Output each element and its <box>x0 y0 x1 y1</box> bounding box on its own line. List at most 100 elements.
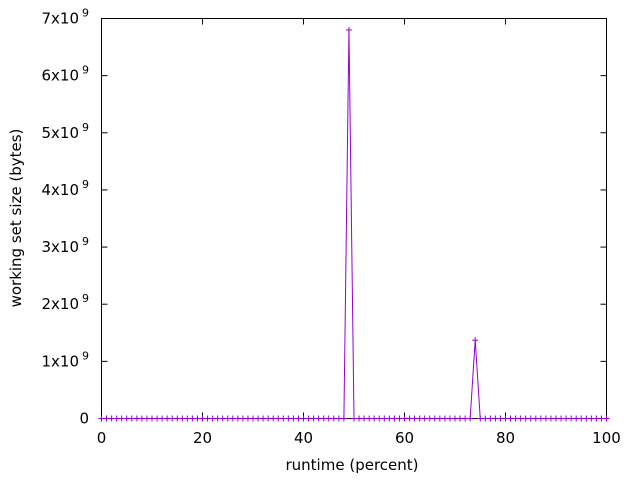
data-point-marker <box>431 415 438 422</box>
data-point-marker <box>401 415 408 422</box>
y-axis-label: working set size (bytes) <box>7 129 25 308</box>
data-point-marker <box>537 415 544 422</box>
data-point-marker <box>138 415 145 422</box>
data-point-marker <box>194 415 201 422</box>
y-tick-label: 4x10 9 <box>41 178 89 199</box>
data-point-marker <box>522 415 529 422</box>
data-point-marker <box>573 415 580 422</box>
data-point-marker <box>270 415 277 422</box>
y-tick-label: 1x10 9 <box>41 349 89 370</box>
data-point-marker <box>492 415 499 422</box>
data-point-marker <box>593 415 600 422</box>
data-point-marker <box>568 415 575 422</box>
data-point-marker <box>416 415 423 422</box>
data-point-marker <box>391 415 398 422</box>
data-point-marker <box>285 415 292 422</box>
data-point-marker <box>179 415 186 422</box>
data-point-marker <box>169 415 176 422</box>
x-tick-label: 100 <box>592 429 621 447</box>
data-point-marker <box>547 415 554 422</box>
data-point-marker <box>532 415 539 422</box>
data-point-marker <box>361 415 368 422</box>
data-point-marker <box>118 415 125 422</box>
data-point-marker <box>330 415 337 422</box>
data-point-marker <box>563 415 570 422</box>
data-point-marker <box>113 415 120 422</box>
data-point-marker <box>159 415 166 422</box>
data-point-marker <box>204 415 211 422</box>
x-axis-label: runtime (percent) <box>286 456 419 474</box>
data-point-marker <box>371 415 378 422</box>
y-tick-label: 0 <box>79 410 89 428</box>
data-point-marker <box>426 415 433 422</box>
data-point-marker <box>239 415 246 422</box>
data-point-marker <box>542 415 549 422</box>
data-point-marker <box>229 415 236 422</box>
data-point-marker <box>446 415 453 422</box>
y-tick-label: 7x10 9 <box>41 7 89 28</box>
data-point-marker <box>199 415 206 422</box>
x-tick-label: 20 <box>193 429 212 447</box>
x-tick-label: 80 <box>496 429 515 447</box>
data-point-marker <box>381 415 388 422</box>
data-point-marker <box>149 415 155 422</box>
data-point-marker <box>295 415 302 422</box>
data-point-marker <box>143 415 150 422</box>
data-point-marker <box>234 415 241 422</box>
data-point-marker <box>462 415 469 422</box>
data-point-marker <box>477 415 484 422</box>
data-point-marker <box>588 415 595 422</box>
data-point-marker <box>366 415 373 422</box>
data-point-marker <box>482 415 489 422</box>
data-point-marker <box>164 415 171 422</box>
data-point-marker <box>290 415 297 422</box>
data-point-marker <box>396 415 403 422</box>
data-point-marker <box>411 415 418 422</box>
data-point-marker <box>103 415 110 422</box>
plot-frame <box>101 18 607 419</box>
data-point-marker <box>154 415 161 422</box>
data-point-marker <box>108 415 115 422</box>
data-point-marker <box>441 415 448 422</box>
data-point-marker <box>315 415 322 422</box>
data-point-marker <box>553 415 559 422</box>
y-tick-label: 2x10 9 <box>41 292 89 313</box>
data-point-marker <box>351 415 357 422</box>
y-tick-label: 3x10 9 <box>41 235 89 256</box>
data-point-marker <box>386 415 393 422</box>
y-axis-ticks: 0 1x10 9 2x10 9 3x10 9 4x10 9 5x10 9 6x10 9 7x10 9 <box>41 7 607 428</box>
data-point-marker <box>421 415 428 422</box>
data-point-marker <box>250 415 256 422</box>
data-point-marker <box>472 337 479 344</box>
data-point-marker <box>502 415 509 422</box>
data-point-marker <box>487 415 494 422</box>
data-point-marker <box>214 415 221 422</box>
data-point-marker <box>244 415 251 422</box>
data-point-marker <box>310 415 317 422</box>
x-tick-label: 0 <box>97 429 107 447</box>
data-point-marker <box>174 415 181 422</box>
data-point-marker <box>578 415 585 422</box>
data-point-marker <box>265 415 272 422</box>
data-point-marker <box>189 415 196 422</box>
data-point-marker <box>300 415 307 422</box>
data-point-marker <box>517 415 524 422</box>
data-point-marker <box>133 415 140 422</box>
data-point-marker <box>497 415 504 422</box>
data-point-marker <box>325 415 332 422</box>
data-point-marker <box>598 415 605 422</box>
data-point-marker <box>436 415 443 422</box>
data-point-marker <box>603 415 610 422</box>
data-point-marker <box>452 415 458 422</box>
data-point-marker <box>305 415 312 422</box>
data-point-marker <box>340 415 347 422</box>
data-point-marker <box>224 415 231 422</box>
data-point-marker <box>260 415 267 422</box>
data-point-marker <box>184 415 191 422</box>
data-point-marker <box>512 415 519 422</box>
data-point-marker <box>219 415 226 422</box>
y-tick-label: 5x10 9 <box>41 121 89 142</box>
data-point-marker <box>320 415 327 422</box>
data-point-marker <box>527 415 534 422</box>
